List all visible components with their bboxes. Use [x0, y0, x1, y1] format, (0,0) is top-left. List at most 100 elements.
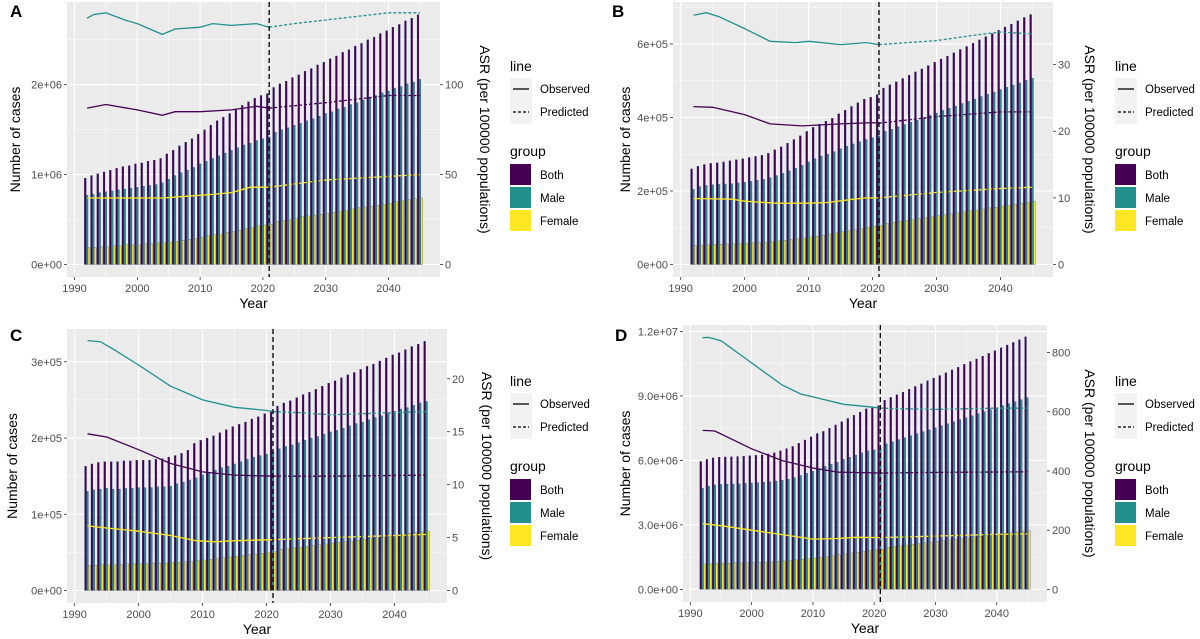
bar-both-2044	[417, 344, 420, 591]
bar-female-1996	[113, 564, 117, 591]
bar-male-2005	[775, 175, 778, 265]
bar-both-2002	[761, 454, 764, 590]
bar-female-2014	[226, 232, 229, 265]
y2-tick-label: 100	[445, 80, 463, 92]
bar-male-2009	[801, 165, 804, 265]
bar-male-2015	[230, 150, 233, 265]
bar-female-2015	[841, 231, 844, 265]
legend-item-male: Male	[1145, 508, 1170, 520]
bar-male-2040	[387, 90, 390, 265]
x-tick-label: 2020	[251, 283, 275, 295]
bar-female-2040	[997, 533, 1000, 590]
bar-female-2015	[235, 556, 238, 591]
bar-female-2035	[966, 537, 969, 590]
bar-female-1994	[715, 563, 718, 590]
bar-both-2031	[938, 375, 941, 590]
bar-male-2024	[897, 126, 900, 265]
bar-female-2026	[911, 544, 914, 590]
bar-both-2043	[404, 20, 407, 265]
bar-both-2014	[834, 424, 837, 590]
x-tick-label: 2030	[318, 609, 342, 621]
bar-female-1995	[107, 564, 110, 591]
bar-female-2009	[194, 238, 197, 265]
bar-both-2015	[228, 113, 231, 265]
bar-female-2004	[771, 241, 774, 265]
bar-male-2001	[756, 482, 759, 590]
bar-female-2027	[312, 545, 315, 591]
asr-line-male-predicted	[272, 410, 427, 416]
bar-both-1992	[690, 168, 693, 265]
bar-female-2032	[948, 539, 951, 590]
bar-both-2040	[997, 30, 1000, 265]
bar-male-2014	[227, 466, 230, 591]
y2-axis-title: ASR (per 100000 populations)	[1082, 45, 1098, 233]
legend-item-observed: Observed	[1145, 399, 1195, 411]
bar-male-2004	[161, 182, 164, 265]
bar-both-2026	[297, 74, 300, 265]
bar-both-2043	[1012, 342, 1015, 590]
bar-male-2044	[412, 81, 415, 265]
bar-male-2039	[993, 91, 996, 265]
bar-female-1999	[746, 562, 749, 590]
x-tick-label: 1990	[62, 609, 86, 621]
bar-female-2010	[809, 236, 812, 265]
bar-female-2022	[280, 549, 283, 591]
bar-both-2029	[926, 380, 929, 590]
bar-male-1995	[104, 191, 107, 265]
y2-axis-title: ASR (per 100000 populations)	[479, 372, 495, 560]
bar-both-2035	[354, 45, 357, 265]
panel-label: B	[612, 2, 624, 21]
bar-male-1993	[92, 194, 95, 265]
bar-male-2011	[817, 468, 821, 590]
bar-female-2003	[764, 241, 767, 265]
bar-both-2012	[818, 123, 821, 265]
legend-item-predicted: Predicted	[540, 107, 589, 119]
legend: line Observed Predicted group Both Male Female	[1115, 58, 1195, 231]
x-axis-title: Year	[239, 295, 268, 311]
bar-female-2004	[163, 242, 166, 265]
bar-both-2008	[792, 139, 795, 265]
bar-both-2023	[889, 397, 892, 590]
bar-male-2014	[224, 152, 227, 265]
bar-both-2005	[773, 149, 776, 265]
bar-male-2000	[750, 482, 753, 590]
bar-female-1997	[119, 245, 122, 265]
bar-both-2001	[748, 157, 751, 265]
bar-both-1997	[722, 161, 725, 265]
bar-female-2020	[873, 226, 876, 265]
x-tick-label: 2030	[313, 283, 337, 295]
bar-female-2038	[382, 537, 385, 591]
bar-both-2005	[165, 153, 168, 265]
y-tick-label: 0e+00	[31, 585, 62, 597]
bar-both-2004	[767, 152, 770, 265]
bar-male-2025	[903, 124, 906, 265]
bar-female-2016	[847, 230, 851, 265]
bar-male-2032	[342, 427, 345, 591]
bar-male-2027	[310, 437, 313, 591]
bar-both-2000	[134, 163, 137, 265]
bar-both-2022	[276, 405, 279, 591]
bar-female-2042	[1009, 532, 1012, 590]
bar-both-2001	[142, 460, 145, 591]
bar-both-2021	[269, 411, 273, 591]
bar-both-2013	[216, 120, 219, 265]
bar-both-2005	[779, 450, 782, 590]
bar-male-2038	[986, 94, 989, 265]
bar-female-2029	[325, 543, 328, 591]
bar-both-2013	[828, 428, 831, 590]
bar-male-2042	[1012, 84, 1015, 265]
bar-male-2030	[329, 431, 332, 591]
bar-female-2013	[219, 233, 222, 265]
bar-both-2009	[799, 135, 802, 265]
bar-male-2015	[842, 459, 845, 590]
legend-item-male: Male	[540, 508, 565, 520]
legend-key-background	[510, 78, 532, 124]
bar-female-1992	[703, 563, 706, 590]
legend-item-both: Both	[1145, 485, 1169, 497]
bar-female-2029	[930, 541, 933, 590]
bar-male-2009	[805, 473, 808, 590]
bar-male-1996	[111, 190, 114, 265]
bar-male-2013	[830, 464, 833, 590]
bar-male-2010	[811, 471, 814, 590]
bar-male-2011	[205, 160, 208, 265]
